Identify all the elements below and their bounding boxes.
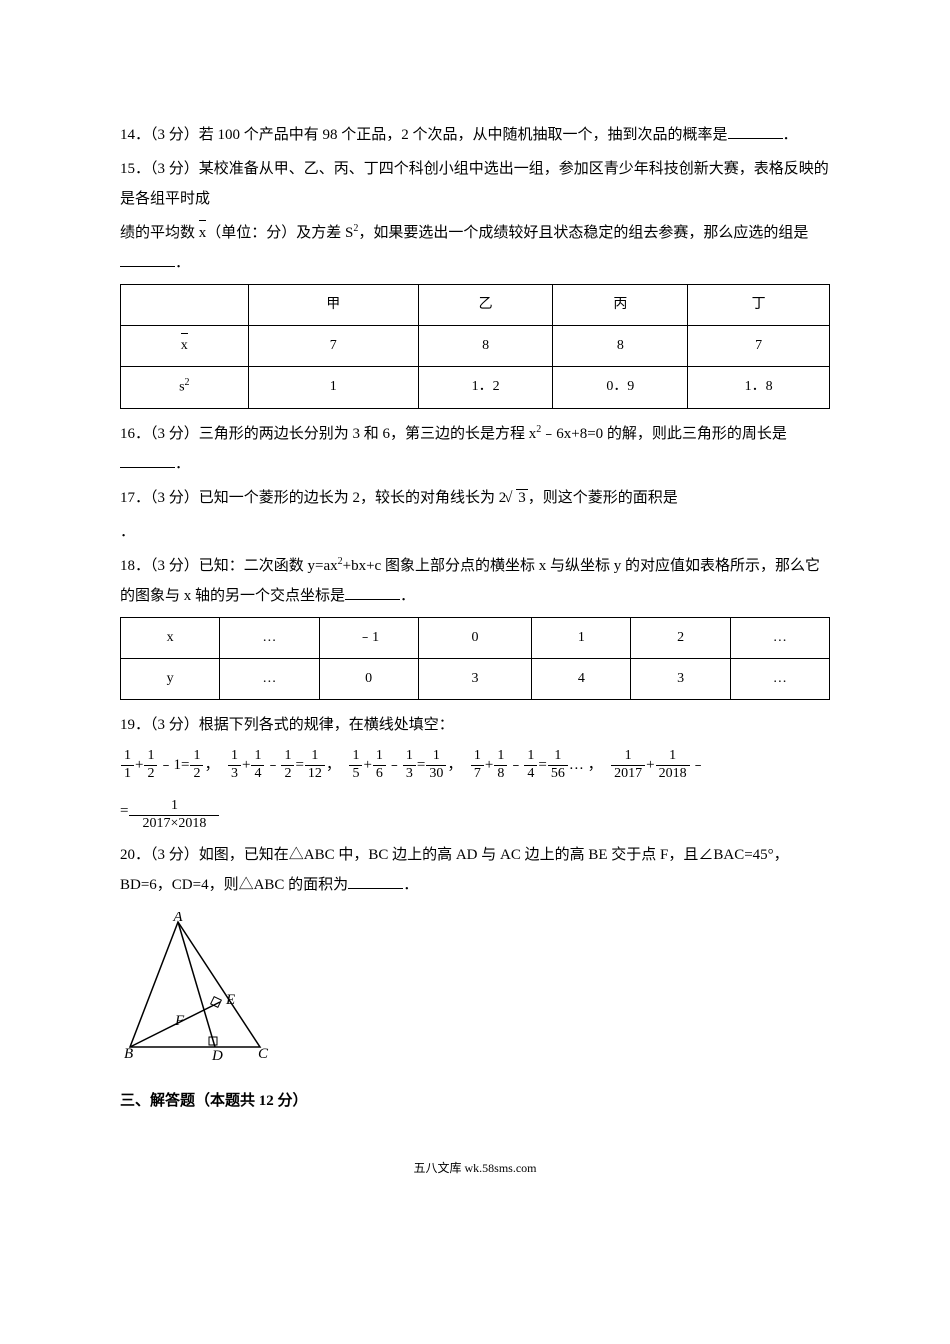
q15-line1: 15．（3 分）某校准备从甲、乙、丙、丁四个科创小组中选出一组，参加区青少年科技…: [120, 154, 830, 214]
cell: s2: [121, 367, 249, 409]
q18-table: x … ﹣1 0 1 2 … y … 0 3 4 3 …: [120, 617, 830, 700]
table-row: x 7 8 8 7: [121, 326, 830, 367]
q19-text: 19．（3 分）根据下列各式的规律，在横线处填空：: [120, 710, 830, 740]
sqrt-icon: 3: [506, 483, 528, 513]
q20-t1: 20．（3 分）如图，已知在△ABC 中，BC 边上的高 AD 与 AC 边上的…: [120, 847, 789, 893]
q16-blank: [120, 453, 175, 468]
cell: 7: [688, 326, 830, 367]
cell: 乙: [418, 285, 553, 326]
cell: 1．2: [418, 367, 553, 409]
cell: …: [730, 617, 829, 658]
q17-suffix: ．: [120, 517, 830, 547]
q16-suffix: ．: [175, 456, 190, 472]
q17: 17．（3 分）已知一个菱形的边长为 2，较长的对角线长为 23，则这个菱形的面…: [120, 483, 830, 513]
cell: …: [730, 658, 829, 699]
q15-l2b: （单位：分）及方差 S: [206, 225, 353, 241]
q19-answer: =12017×2018: [120, 794, 830, 836]
cell: x: [121, 326, 249, 367]
q20: 20．（3 分）如图，已知在△ABC 中，BC 边上的高 AD 与 AC 边上的…: [120, 840, 830, 900]
svg-text:C: C: [258, 1046, 269, 1062]
cell: 2: [631, 617, 730, 658]
cell: 8: [553, 326, 688, 367]
cell: 0: [319, 658, 418, 699]
triangle-diagram-icon: A B C D E F: [120, 912, 285, 1062]
cell: 8: [418, 326, 553, 367]
cell: 0: [418, 617, 531, 658]
q17-t1: 17．（3 分）已知一个菱形的边长为 2，较长的对角线长为 2: [120, 490, 506, 506]
q20-diagram: A B C D E F: [120, 912, 830, 1062]
cell: 0．9: [553, 367, 688, 409]
xbar-icon: x: [199, 218, 207, 248]
svg-text:F: F: [174, 1013, 185, 1029]
q18-suffix: ．: [400, 588, 415, 604]
footer: 五八文库 wk.58sms.com: [120, 1156, 830, 1180]
q19-equation: 11+12﹣1=12， 13+14﹣12=112， 15+16﹣13=130， …: [120, 744, 830, 786]
cell: 4: [532, 658, 631, 699]
q20-suffix: ．: [403, 877, 418, 893]
cell: 3: [418, 658, 531, 699]
svg-text:B: B: [124, 1046, 133, 1062]
q15-suffix: ．: [175, 255, 190, 271]
cell: 3: [631, 658, 730, 699]
cell: ﹣1: [319, 617, 418, 658]
table-row: x … ﹣1 0 1 2 …: [121, 617, 830, 658]
q14-text: 14．（3 分）若 100 个产品中有 98 个正品，2 个次品，从中随机抽取一…: [120, 127, 728, 143]
cell: x: [121, 617, 220, 658]
cell: y: [121, 658, 220, 699]
table-row: y … 0 3 4 3 …: [121, 658, 830, 699]
table-row: s2 1 1．2 0．9 1．8: [121, 367, 830, 409]
q17-t2: ，则这个菱形的面积是: [528, 490, 678, 506]
svg-text:A: A: [172, 912, 183, 925]
svg-text:E: E: [225, 992, 235, 1008]
cell: 1: [532, 617, 631, 658]
q14-blank: [728, 124, 783, 139]
cell: …: [220, 658, 319, 699]
q15-l2c: ，如果要选出一个成绩较好且状态稳定的组去参赛，那么应选的组是: [358, 225, 808, 241]
q20-blank: [348, 874, 403, 889]
q15-blank: [120, 252, 175, 267]
cell: 甲: [248, 285, 418, 326]
q15-table: 甲 乙 丙 丁 x 7 8 8 7 s2 1 1．2 0．9 1．8: [120, 284, 830, 409]
cell: 丁: [688, 285, 830, 326]
cell: 7: [248, 326, 418, 367]
q16: 16．（3 分）三角形的两边长分别为 3 和 6，第三边的长是方程 x2﹣6x+…: [120, 419, 830, 479]
q18-blank: [345, 585, 400, 600]
section3-title: 三、解答题（本题共 12 分）: [120, 1086, 830, 1116]
q16-t1: 16．（3 分）三角形的两边长分别为 3 和 6，第三边的长是方程 x: [120, 426, 536, 442]
q18: 18．（3 分）已知：二次函数 y=ax2+bx+c 图象上部分点的横坐标 x …: [120, 551, 830, 611]
cell: 丙: [553, 285, 688, 326]
q15-l2a: 绩的平均数: [120, 225, 199, 241]
table-row: 甲 乙 丙 丁: [121, 285, 830, 326]
svg-text:D: D: [211, 1048, 223, 1062]
q14-suffix: ．: [783, 127, 798, 143]
q15-line2: 绩的平均数 x（单位：分）及方差 S2，如果要选出一个成绩较好且状态稳定的组去参…: [120, 218, 830, 278]
q16-t2: ﹣6x+8=0 的解，则此三角形的周长是: [541, 426, 787, 442]
q18-t1: 18．（3 分）已知：二次函数 y=ax: [120, 558, 338, 574]
cell: 1: [248, 367, 418, 409]
cell: 1．8: [688, 367, 830, 409]
cell: …: [220, 617, 319, 658]
q14: 14．（3 分）若 100 个产品中有 98 个正品，2 个次品，从中随机抽取一…: [120, 120, 830, 150]
